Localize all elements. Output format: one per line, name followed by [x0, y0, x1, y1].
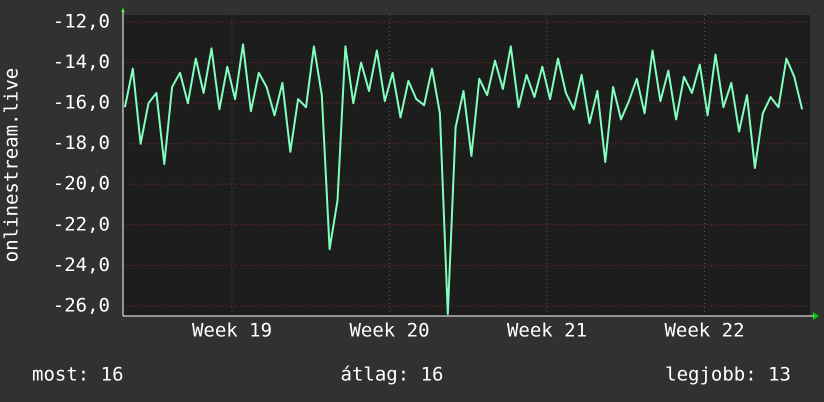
- y-tick-label: -16,0: [53, 92, 110, 114]
- footer-best: legjobb: 13: [665, 364, 791, 386]
- footer-average: átlag: 16: [341, 364, 444, 386]
- axis-arrow: [121, 7, 125, 12]
- axis-arrow: [813, 312, 819, 320]
- y-tick-label: -24,0: [53, 254, 110, 276]
- x-tick-label: Week 19: [192, 320, 272, 342]
- y-tick-label: -18,0: [53, 132, 110, 154]
- y-tick-label: -22,0: [53, 213, 110, 235]
- x-tick-label: Week 21: [507, 320, 587, 342]
- plot-area: [123, 15, 810, 316]
- y-tick-label: -20,0: [53, 173, 110, 195]
- data-line: [123, 43, 804, 315]
- x-tick-label: Week 20: [349, 320, 429, 342]
- footer-current: most: 16: [32, 364, 124, 386]
- x-tick-label: Week 22: [664, 320, 744, 342]
- y-tick-label: -12,0: [53, 11, 110, 33]
- y-tick-label: -14,0: [53, 51, 110, 73]
- y-tick-label: -26,0: [53, 294, 110, 316]
- y-axis-label: onlinestream.live: [1, 68, 23, 262]
